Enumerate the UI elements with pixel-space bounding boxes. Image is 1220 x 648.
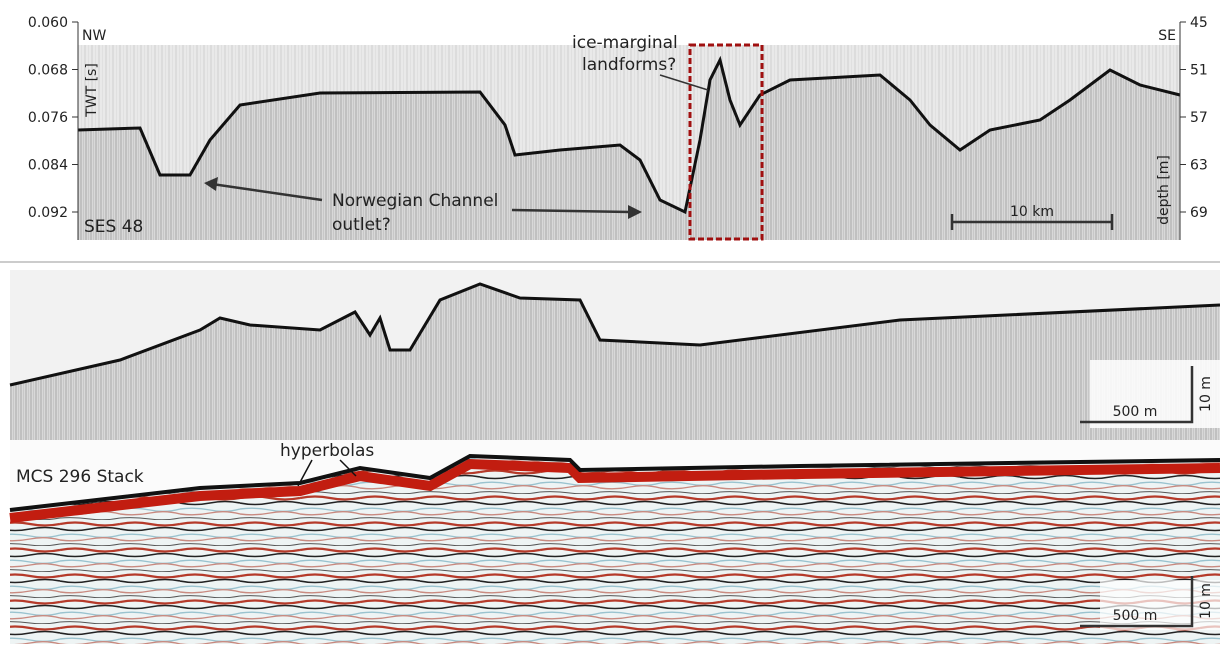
profile-label: MCS 296 Stack xyxy=(16,467,144,487)
y-tick-label: 0.092 xyxy=(28,205,68,221)
scale-label: 500 m xyxy=(1113,608,1158,624)
annotation: ice-marginal xyxy=(572,33,678,53)
y-tick-label: 0.068 xyxy=(28,63,68,79)
direction-label: SE xyxy=(1158,28,1176,44)
y-tick-label: 0.084 xyxy=(28,158,68,174)
scale-label: 10 m xyxy=(1198,583,1214,619)
y-tick-label: 69 xyxy=(1190,205,1208,221)
y-tick-label: 57 xyxy=(1190,110,1208,126)
scale-label: 10 km xyxy=(1010,204,1054,220)
bottom-panel: MCS 296 Stack hyperbolas 500 m 10 m xyxy=(10,440,1220,644)
y-tick-label: 0.060 xyxy=(28,15,68,31)
figure: 0.060 0.068 0.076 0.084 0.092 45 51 57 63 69 NW S… xyxy=(0,0,1220,644)
scale-label: 500 m xyxy=(1113,404,1158,420)
top-panel: 0.060 0.068 0.076 0.084 0.092 45 51 57 63 69 NW S… xyxy=(28,15,1208,240)
axis-label: TWT [s] xyxy=(84,63,100,118)
direction-label: NW xyxy=(82,28,106,44)
annotation: outlet? xyxy=(332,215,391,235)
scale-label: 10 m xyxy=(1198,376,1214,412)
annotation: landforms? xyxy=(582,55,676,75)
profile-label: SES 48 xyxy=(84,217,143,237)
y-tick-label: 63 xyxy=(1190,158,1208,174)
annotation: Norwegian Channel xyxy=(332,191,498,211)
middle-panel: 500 m 10 m xyxy=(10,270,1220,440)
y-tick-label: 45 xyxy=(1190,15,1208,31)
y-tick-label: 51 xyxy=(1190,63,1208,79)
axis-label: depth [m] xyxy=(1156,155,1172,225)
annotation: hyperbolas xyxy=(280,441,374,461)
y-tick-label: 0.076 xyxy=(28,110,68,126)
